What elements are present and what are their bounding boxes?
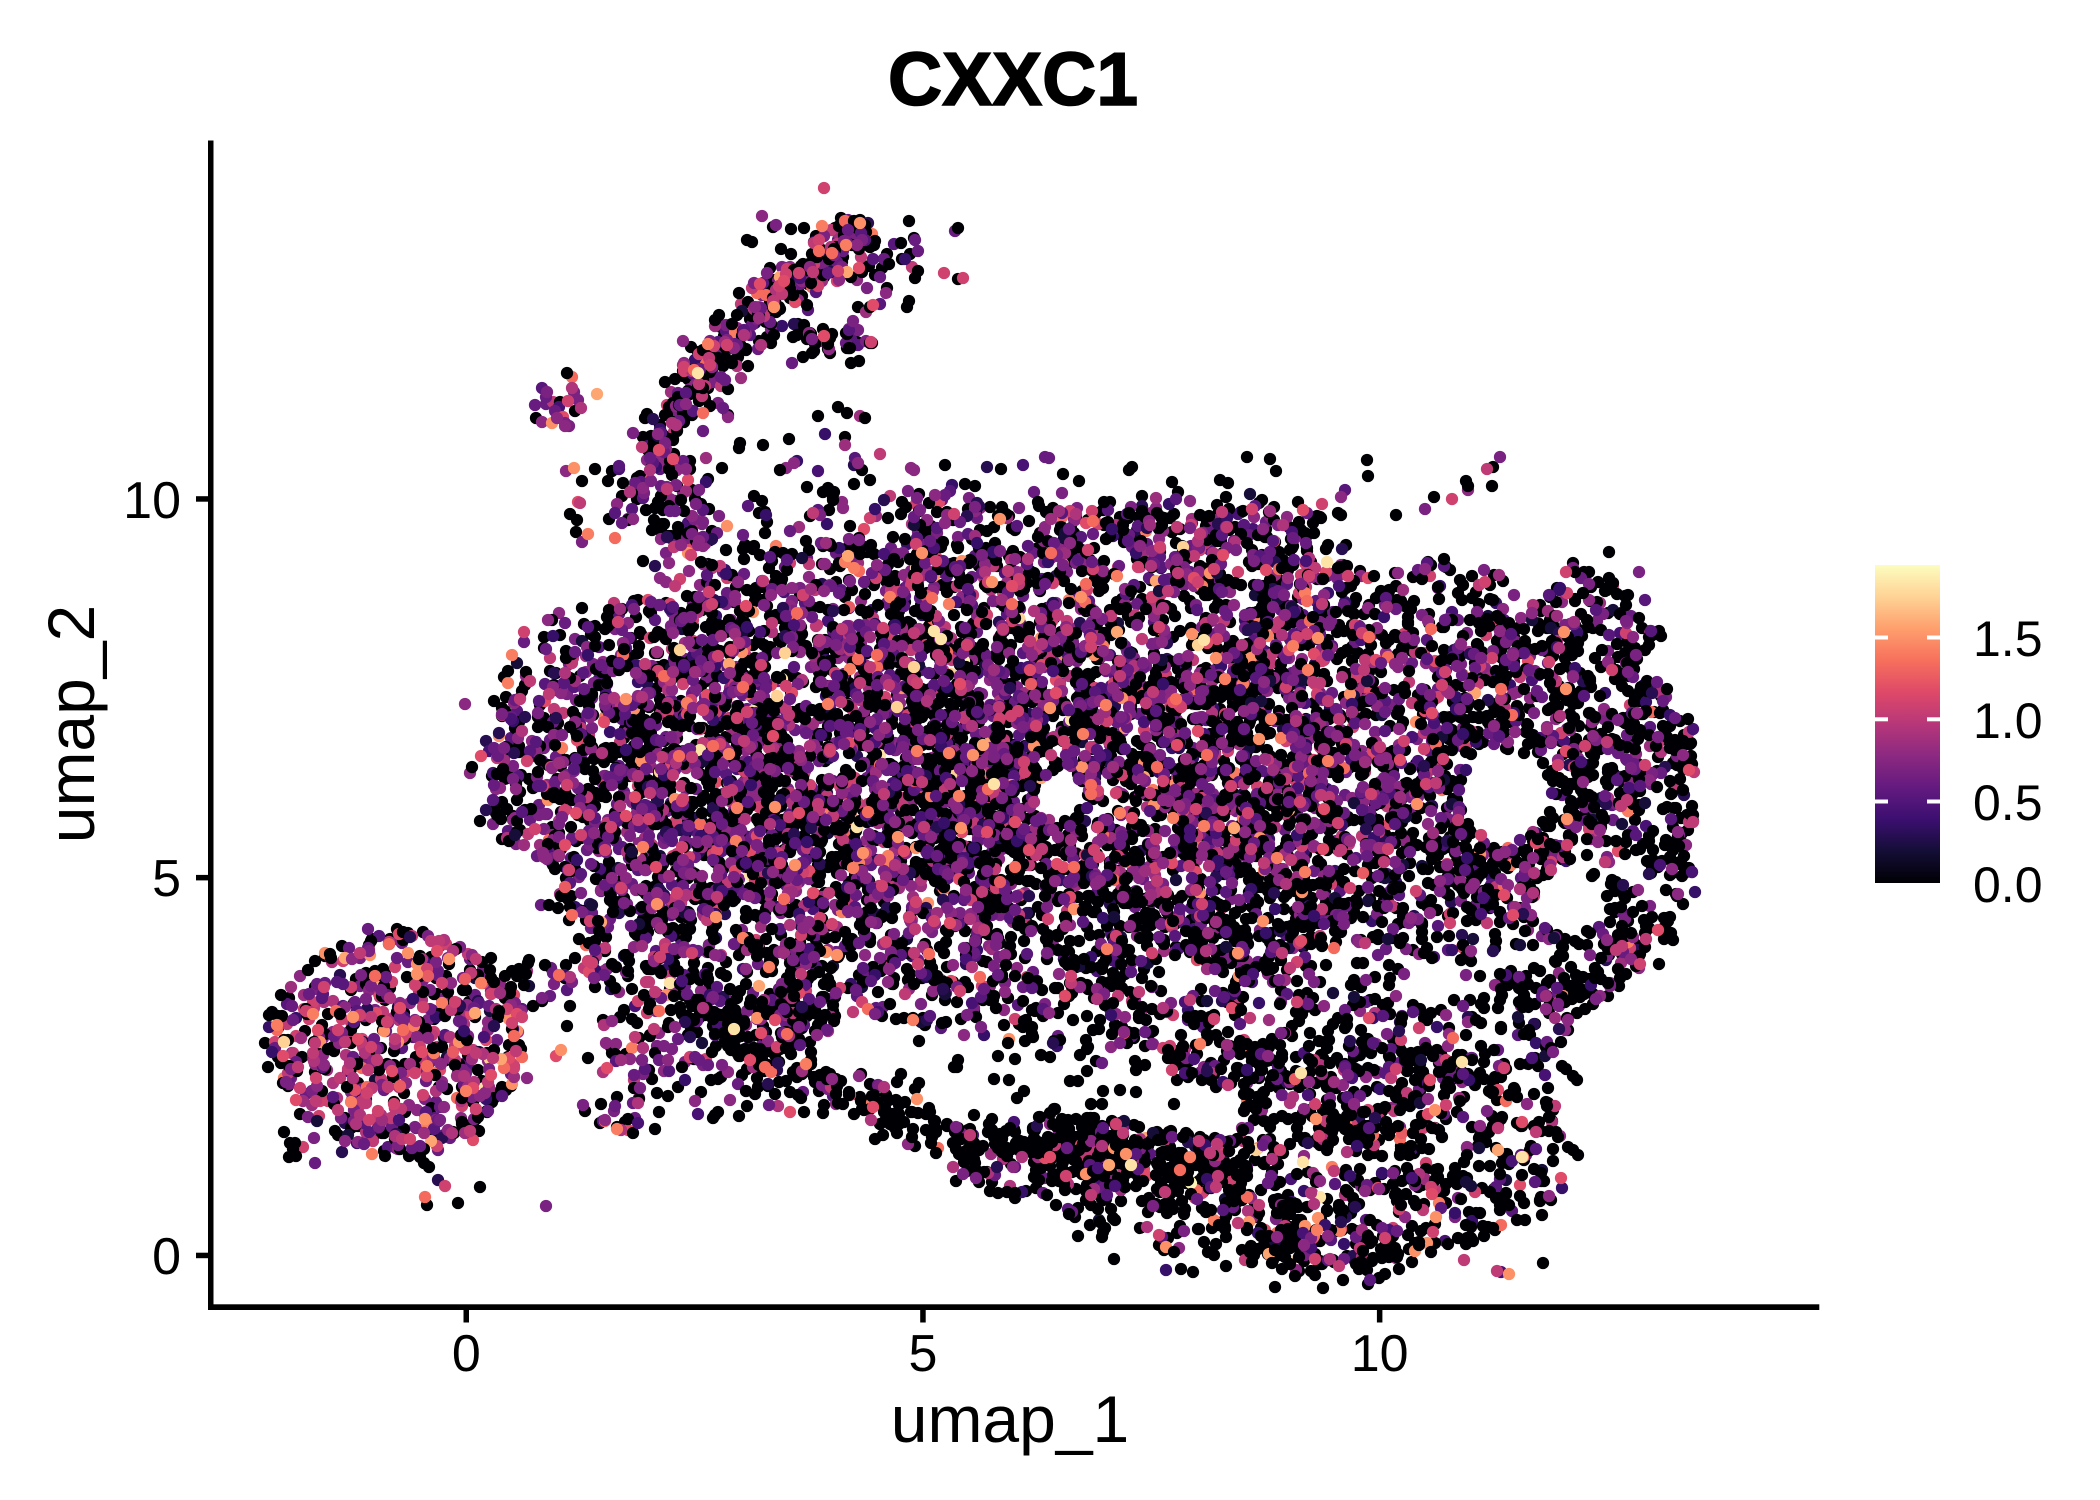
svg-text:1.5: 1.5 bbox=[1973, 611, 2043, 667]
svg-text:0: 0 bbox=[452, 1325, 481, 1383]
svg-text:10: 10 bbox=[123, 472, 181, 530]
svg-text:0.5: 0.5 bbox=[1973, 775, 2043, 831]
svg-text:umap_2: umap_2 bbox=[34, 605, 108, 844]
svg-text:1.0: 1.0 bbox=[1973, 693, 2043, 749]
svg-text:5: 5 bbox=[909, 1325, 938, 1383]
svg-text:0: 0 bbox=[152, 1228, 181, 1286]
svg-text:5: 5 bbox=[152, 850, 181, 908]
svg-text:umap_1: umap_1 bbox=[891, 1382, 1130, 1456]
svg-text:0.0: 0.0 bbox=[1973, 857, 2043, 913]
svg-text:10: 10 bbox=[1351, 1325, 1409, 1383]
svg-text:CXXC1: CXXC1 bbox=[888, 37, 1138, 121]
